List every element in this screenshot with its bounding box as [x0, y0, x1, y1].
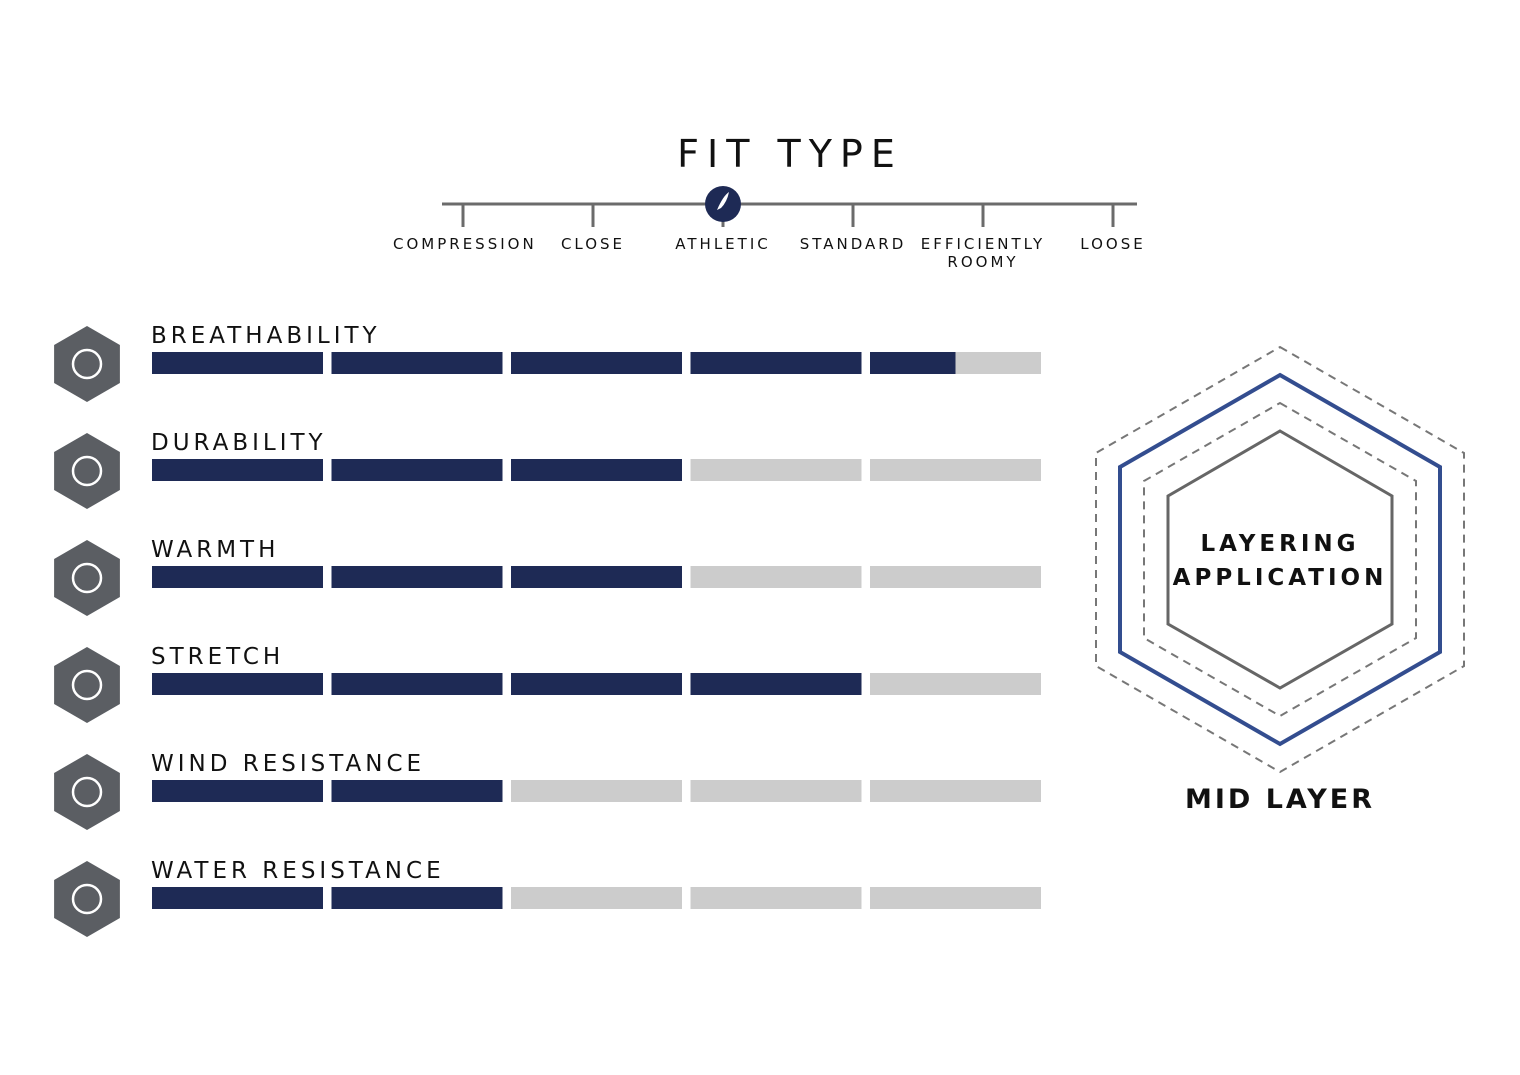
rating-segment: [511, 566, 682, 588]
icon-hexagon: [54, 861, 120, 937]
rating-icon: [54, 861, 120, 937]
rating-segment: [511, 352, 682, 374]
navy-hexagon: [1118, 372, 1442, 747]
rating-segment: [331, 887, 503, 909]
icon-glyph: [71, 883, 103, 915]
icon-hexagon: [54, 647, 120, 723]
rating-segment-track: [511, 887, 682, 909]
rating-segment: [690, 673, 862, 695]
rating-icon: [54, 647, 120, 723]
rating-segment: [331, 566, 503, 588]
rating-segment: [152, 780, 323, 802]
rating-segment-track: [690, 566, 862, 588]
rating-label: WIND RESISTANCE: [151, 751, 426, 777]
icon-glyph: [71, 562, 103, 594]
rating-segment: [152, 352, 323, 374]
rating-segment: [152, 566, 323, 588]
icon-glyph: [71, 776, 103, 808]
rating-segment: [331, 352, 503, 374]
outer-dashed-hexagon: [1095, 345, 1465, 774]
fit-option: LOOSE: [1080, 235, 1146, 253]
fit-option: EFFICIENTLY ROOMY: [920, 235, 1046, 271]
rating-segment-track: [690, 459, 862, 481]
fit-option: COMPRESSION: [393, 235, 537, 253]
rating-label: DURABILITY: [151, 430, 327, 456]
rating-segment-track: [870, 459, 1041, 481]
rating-segment: [152, 673, 323, 695]
rating-segment-track: [690, 887, 862, 909]
icon-glyph: [71, 455, 103, 487]
layering-title: LAYERING APPLICATION: [1172, 531, 1388, 591]
rating-segment: [870, 352, 956, 374]
icon-hexagon: [54, 326, 120, 402]
rating-segment: [152, 887, 323, 909]
rating-segment: [511, 673, 682, 695]
inner-dashed-hexagon: [1143, 401, 1417, 718]
rating-label: WATER RESISTANCE: [151, 858, 445, 884]
rating-segment-track: [870, 887, 1041, 909]
fit-option: STANDARD: [799, 235, 907, 253]
rating-icon: [54, 540, 120, 616]
rating-segment-track: [870, 566, 1041, 588]
fit-title: FIT TYPE: [677, 132, 903, 176]
rating-icon: [54, 433, 120, 509]
layer-name: MID LAYER: [1184, 784, 1376, 815]
gray-hexagon: [1166, 429, 1394, 690]
rating-segment: [331, 459, 503, 481]
rating-label: WARMTH: [151, 537, 280, 563]
rating-segment: [152, 459, 323, 481]
layering-hexagons: [1095, 345, 1465, 774]
fit-marker-icon: [717, 192, 729, 210]
icon-glyph: [71, 669, 103, 701]
icon-glyph: [71, 348, 103, 380]
rating-segment: [690, 352, 862, 374]
rating-segment-track: [870, 780, 1041, 802]
fit-option: CLOSE: [560, 235, 626, 253]
rating-label: BREATHABILITY: [151, 323, 381, 349]
rating-segment-track: [511, 780, 682, 802]
rating-label: STRETCH: [151, 644, 285, 670]
icon-hexagon: [54, 433, 120, 509]
rating-segment: [331, 673, 503, 695]
rating-segment: [511, 459, 682, 481]
icon-hexagon: [54, 540, 120, 616]
fit-option: ATHLETIC: [675, 235, 771, 253]
rating-segment-track: [870, 673, 1041, 695]
icon-hexagon: [54, 754, 120, 830]
rating-icon: [54, 754, 120, 830]
rating-segment: [331, 780, 503, 802]
rating-icon: [54, 326, 120, 402]
rating-segment-track: [690, 780, 862, 802]
